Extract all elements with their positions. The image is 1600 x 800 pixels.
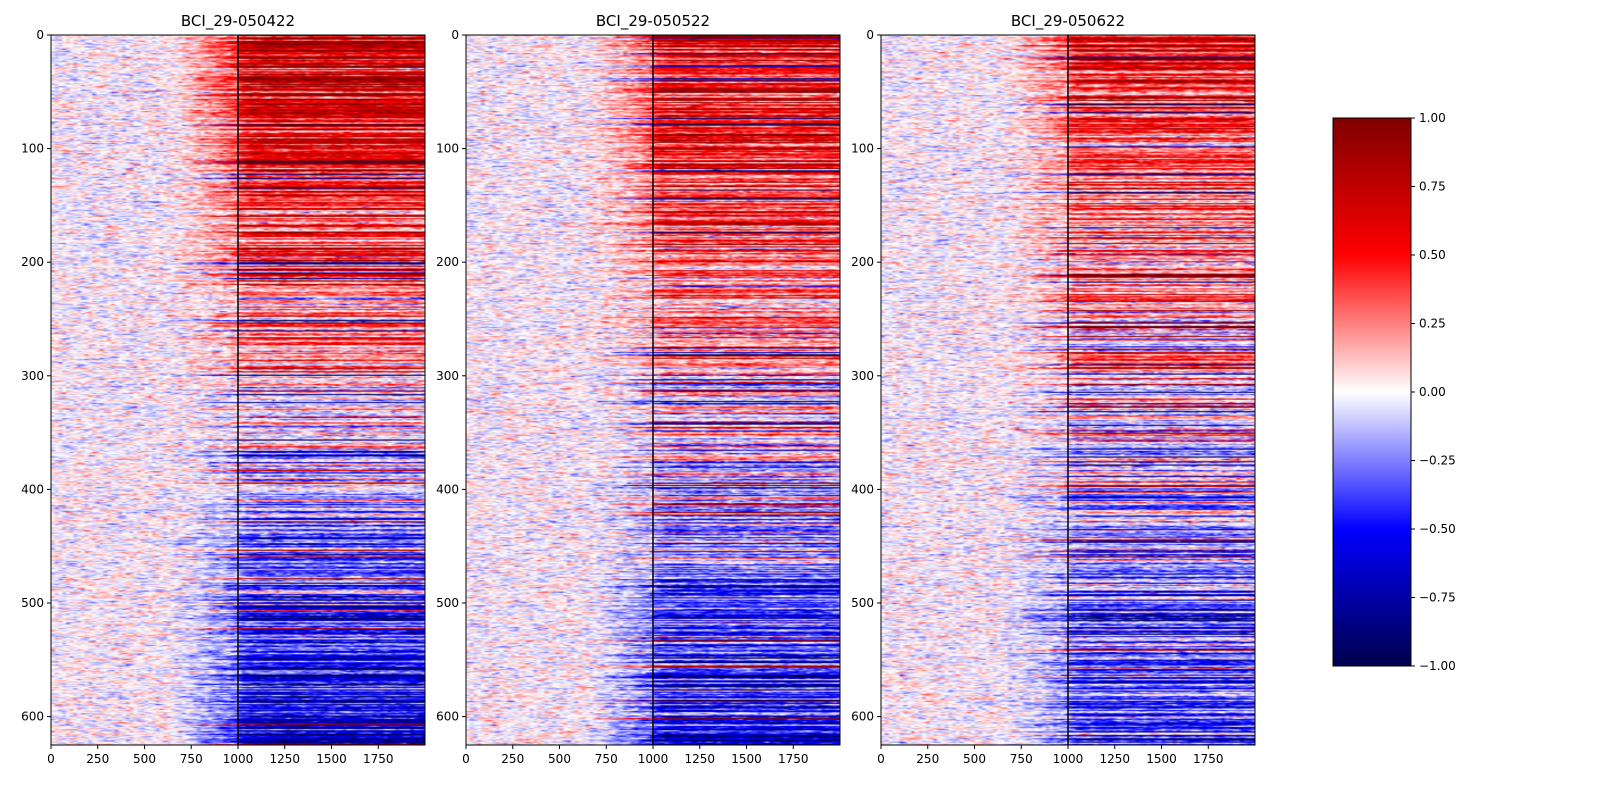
panel-title: BCI_29-050422	[181, 12, 295, 31]
x-tick-label: 1250	[269, 752, 300, 766]
colorbar-tick-label: 1.00	[1419, 111, 1446, 125]
x-tick-label: 1500	[1146, 752, 1177, 766]
y-tick-label: 500	[436, 596, 459, 610]
panel-title: BCI_29-050522	[596, 12, 710, 31]
x-tick-label: 500	[133, 752, 156, 766]
x-tick-label: 1250	[684, 752, 715, 766]
colorbar-tick-label: −0.25	[1419, 454, 1456, 468]
heatmap-panel-3: BCI_29-050622 0 250 500 750 1000 1250 1500 1750 0…	[851, 12, 1256, 766]
x-tick-label: 750	[1010, 752, 1033, 766]
x-tick-label: 1500	[316, 752, 347, 766]
y-tick-label: 0	[36, 28, 44, 42]
panel-title: BCI_29-050622	[1011, 12, 1125, 31]
y-tick-label: 500	[851, 596, 874, 610]
x-tick-label: 250	[86, 752, 109, 766]
heatmap-panel-1: BCI_29-050422 0 250 500 750 1000 1250 1500 1750 0…	[21, 12, 426, 766]
x-tick-label: 0	[462, 752, 470, 766]
y-tick-label: 200	[436, 255, 459, 269]
x-tick-label: 0	[877, 752, 885, 766]
x-tick-label: 0	[47, 752, 55, 766]
colorbar-tick-label: 0.75	[1419, 180, 1446, 194]
y-tick-label: 200	[21, 255, 44, 269]
y-tick-label: 100	[851, 142, 874, 156]
y-tick-label: 400	[21, 482, 44, 496]
x-tick-label: 1000	[638, 752, 669, 766]
x-tick-label: 500	[963, 752, 986, 766]
y-tick-label: 0	[451, 28, 459, 42]
colorbar: 1.00 0.75 0.50 0.25 0.00 −0.25 −0.50 −0.75 −1.00	[1332, 111, 1456, 673]
y-tick-label: 300	[436, 369, 459, 383]
y-tick-label: 300	[21, 369, 44, 383]
x-tick-label: 750	[180, 752, 203, 766]
x-tick-label: 1500	[731, 752, 762, 766]
x-tick-label: 1000	[1053, 752, 1084, 766]
y-tick-label: 400	[851, 482, 874, 496]
x-tick-label: 750	[595, 752, 618, 766]
x-tick-label: 1750	[778, 752, 809, 766]
x-tick-label: 1750	[363, 752, 394, 766]
heatmap-panel-2: BCI_29-050522 0 250 500 750 1000 1250 1500 1750 0…	[436, 12, 841, 766]
y-tick-label: 500	[21, 596, 44, 610]
colorbar-tick-label: −0.75	[1419, 591, 1456, 605]
colorbar-tick-label: −1.00	[1419, 659, 1456, 673]
colorbar-gradient	[1332, 117, 1412, 667]
y-tick-label: 100	[21, 142, 44, 156]
x-tick-label: 250	[501, 752, 524, 766]
x-tick-label: 250	[916, 752, 939, 766]
colorbar-tick-label: −0.50	[1419, 522, 1456, 536]
y-tick-label: 400	[436, 482, 459, 496]
x-tick-label: 1000	[223, 752, 254, 766]
x-tick-label: 500	[548, 752, 571, 766]
y-tick-label: 600	[851, 710, 874, 724]
y-tick-label: 0	[866, 28, 874, 42]
x-tick-label: 1750	[1193, 752, 1224, 766]
y-tick-label: 300	[851, 369, 874, 383]
x-tick-label: 1250	[1099, 752, 1130, 766]
colorbar-tick-label: 0.00	[1419, 385, 1446, 399]
y-tick-label: 600	[21, 710, 44, 724]
colorbar-tick-label: 0.50	[1419, 248, 1446, 262]
y-tick-label: 600	[436, 710, 459, 724]
y-tick-label: 100	[436, 142, 459, 156]
y-tick-label: 200	[851, 255, 874, 269]
colorbar-tick-label: 0.25	[1419, 317, 1446, 331]
